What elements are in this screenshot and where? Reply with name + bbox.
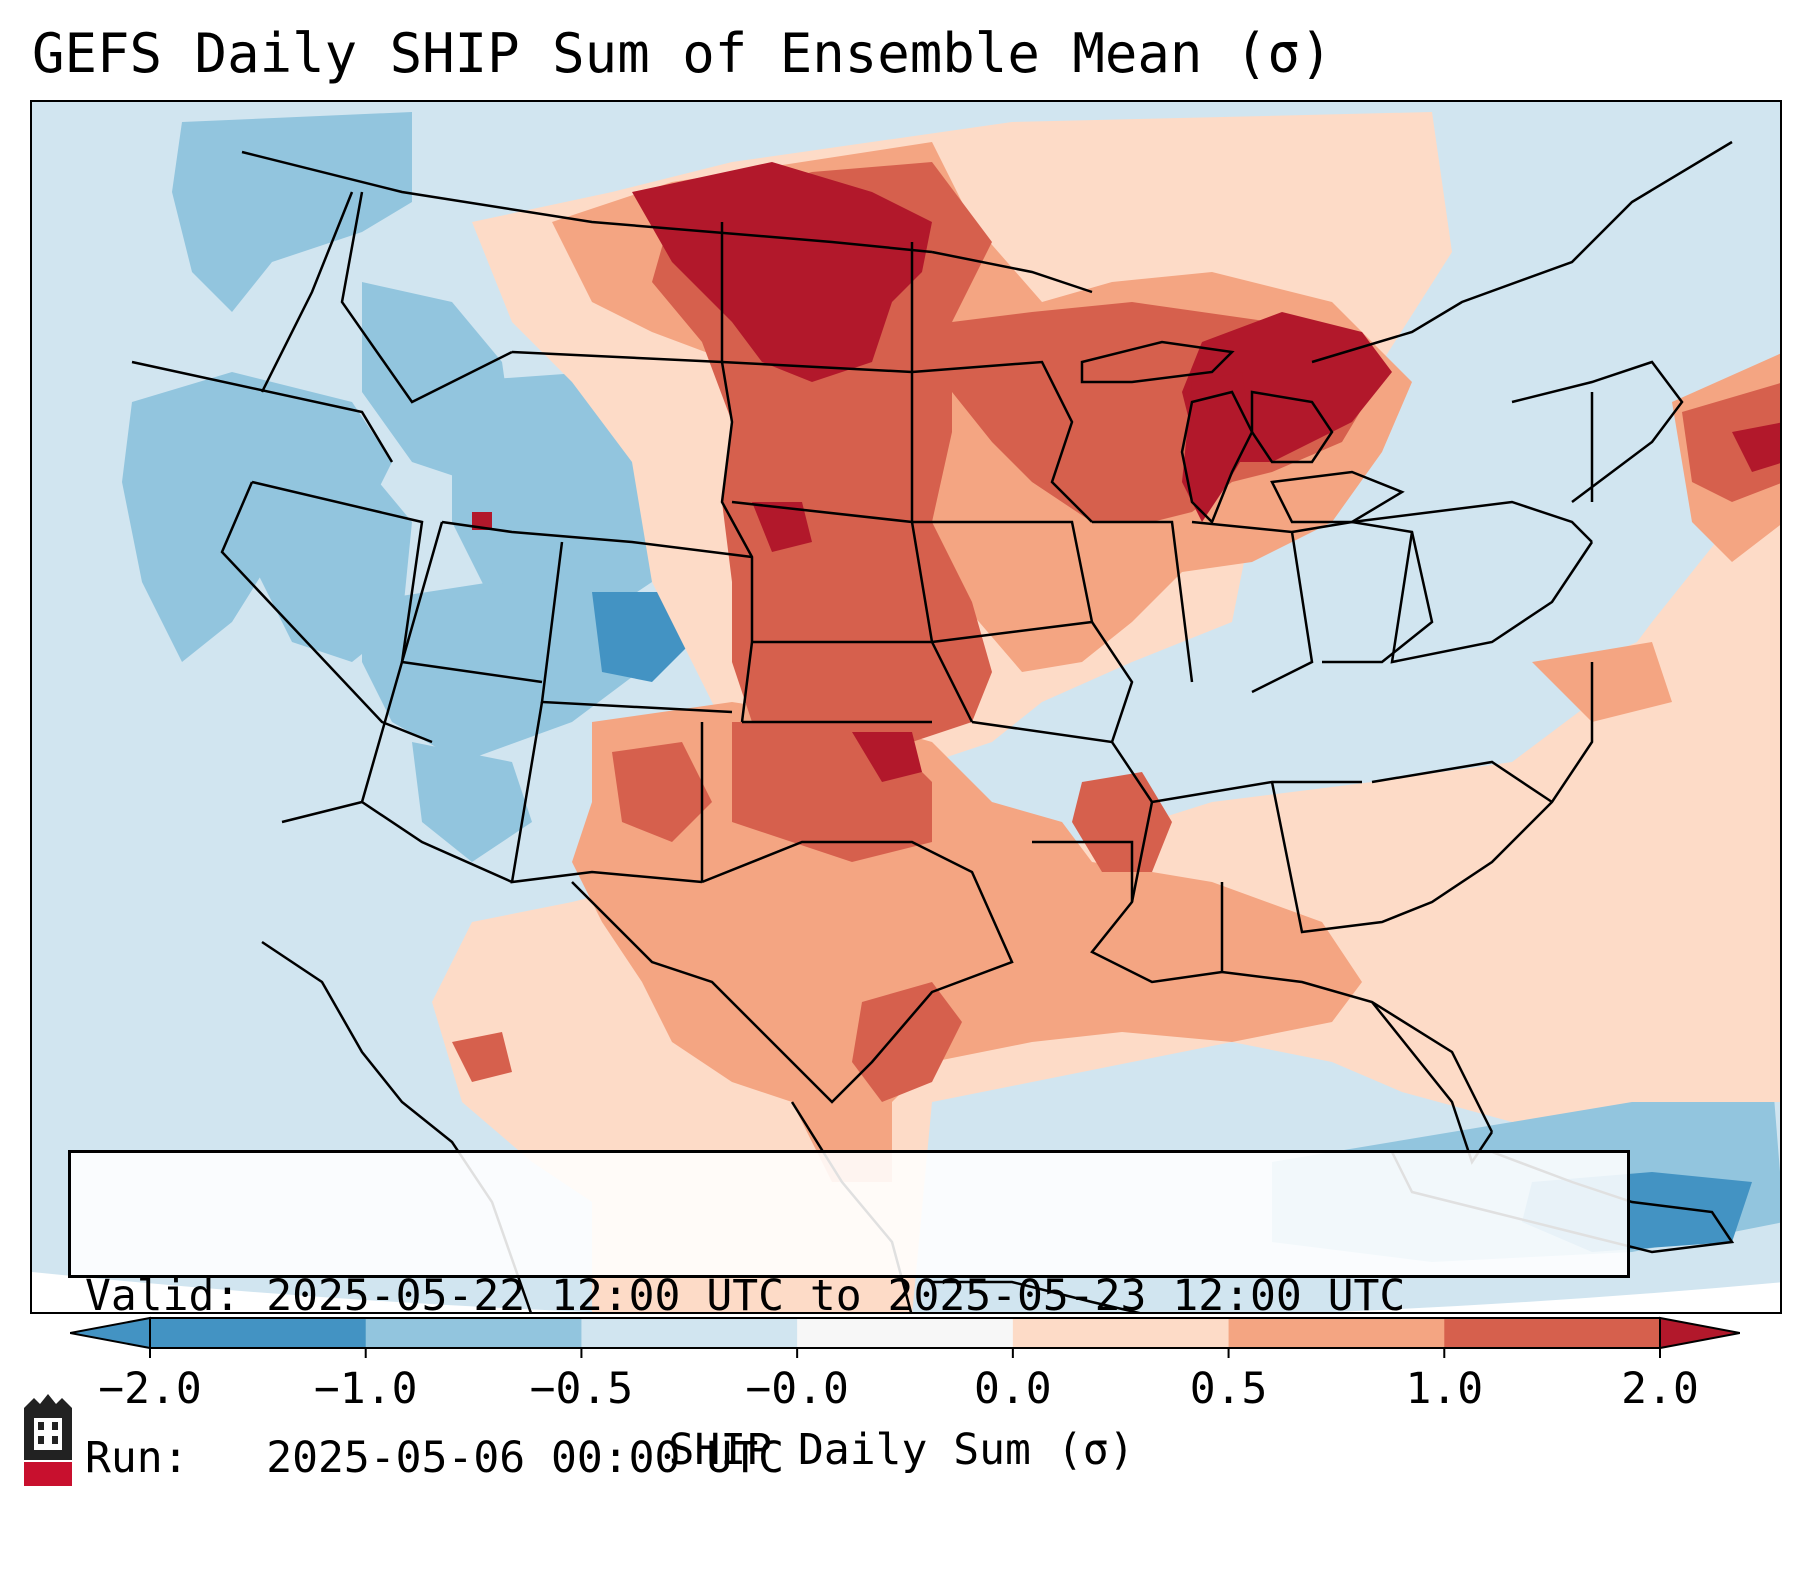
colorbar-extend-low (69, 1316, 151, 1350)
colorbar-segment (1012, 1318, 1230, 1348)
colorbar-extend-high (1659, 1316, 1741, 1350)
colorbar-tick-label: −0.5 (529, 1364, 634, 1414)
colorbar-tick-label: −1.0 (313, 1364, 418, 1414)
colorbar-outline (149, 1317, 1661, 1349)
run-label: Run: (85, 1433, 189, 1483)
valid-label: Valid: (85, 1271, 241, 1321)
colorbar-segment (1444, 1318, 1661, 1348)
colorbar (69, 1312, 1741, 1362)
colorbar-segment (581, 1318, 798, 1348)
colorbar-tick-label: −0.0 (745, 1364, 849, 1414)
very-strong-positive-regions (472, 162, 1780, 782)
colorbar-segment (150, 1318, 367, 1348)
colorbar-segment (797, 1318, 1014, 1348)
niu-logo-icon (24, 1394, 72, 1486)
niu-logo (20, 1390, 76, 1490)
colorbar-tick-label: 1.0 (1405, 1364, 1484, 1414)
colorbar-segment (365, 1318, 582, 1348)
colorbar-tick-label: 0.0 (974, 1364, 1052, 1414)
run-row: Run: 2025-05-06 00:00 UTC (85, 1431, 1613, 1485)
colorbar-label: SHIP Daily Sum (σ) (668, 1425, 1135, 1475)
colorbar-tick-label: 0.5 (1189, 1364, 1268, 1414)
run-value: 2025-05-06 00:00 UTC (266, 1433, 784, 1483)
map-svg (32, 102, 1780, 1312)
chart-root: GEFS Daily SHIP Sum of Ensemble Mean (σ) (20, 22, 1782, 1490)
valid-value: 2025-05-22 12:00 UTC to 2025-05-23 12:00… (266, 1271, 1406, 1321)
colorbar-segment (1228, 1318, 1445, 1348)
colorbar-tick-label: −2.0 (98, 1364, 202, 1414)
validity-info-box: Valid: 2025-05-22 12:00 UTC to 2025-05-2… (68, 1150, 1630, 1483)
colorbar-svg (69, 1316, 1741, 1358)
valid-row: Valid: 2025-05-22 12:00 UTC to 2025-05-2… (85, 1269, 1613, 1323)
map-panel (30, 100, 1782, 1314)
colorbar-tick-label: 2.0 (1621, 1364, 1699, 1414)
page-title: GEFS Daily SHIP Sum of Ensemble Mean (σ) (32, 22, 1333, 85)
